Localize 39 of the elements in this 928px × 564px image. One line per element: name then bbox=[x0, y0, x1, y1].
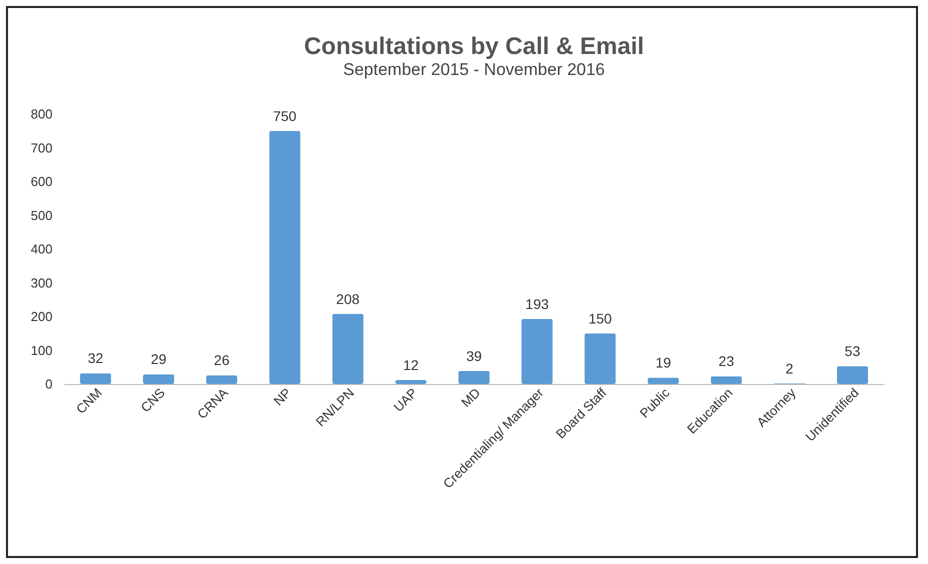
data-label: 750 bbox=[273, 108, 297, 124]
x-tick-label: UAP bbox=[390, 385, 420, 415]
y-tick-label: 800 bbox=[30, 106, 52, 122]
data-label: 29 bbox=[150, 351, 167, 368]
bar bbox=[584, 333, 616, 384]
bar bbox=[458, 370, 490, 384]
y-tick-label: 100 bbox=[30, 342, 52, 358]
data-label: 12 bbox=[403, 356, 419, 373]
bar bbox=[80, 373, 112, 384]
data-label: 2 bbox=[785, 360, 794, 376]
bar bbox=[332, 314, 364, 384]
data-label: 26 bbox=[214, 352, 230, 368]
y-tick-label: 500 bbox=[30, 208, 52, 223]
chart-subtitle: September 2015 - November 2016 bbox=[343, 60, 605, 79]
chart-title: Consultations by Call & Email bbox=[304, 33, 644, 60]
bar bbox=[269, 130, 300, 384]
bar bbox=[206, 375, 238, 384]
y-tick-label: 0 bbox=[45, 376, 52, 392]
bar bbox=[648, 378, 679, 384]
data-label: 193 bbox=[525, 296, 549, 312]
data-label: 32 bbox=[88, 350, 104, 366]
y-tick-label: 600 bbox=[30, 174, 52, 189]
x-tick-label: NP bbox=[270, 385, 294, 408]
y-tick-label: 200 bbox=[30, 309, 52, 324]
y-tick-label: 700 bbox=[30, 140, 52, 156]
bar bbox=[521, 318, 553, 384]
bar bbox=[710, 376, 742, 384]
data-label: 53 bbox=[844, 343, 860, 360]
data-label: 39 bbox=[466, 348, 482, 364]
bar bbox=[143, 374, 174, 384]
y-tick-label: 300 bbox=[30, 275, 52, 290]
y-tick-label: 400 bbox=[30, 242, 52, 256]
bar bbox=[836, 366, 868, 384]
data-label: 150 bbox=[588, 310, 612, 326]
data-label: 23 bbox=[718, 353, 734, 370]
bar bbox=[395, 380, 427, 384]
x-tick-label: MD bbox=[458, 385, 484, 410]
data-label: 19 bbox=[655, 354, 672, 371]
data-label: 208 bbox=[336, 290, 360, 307]
